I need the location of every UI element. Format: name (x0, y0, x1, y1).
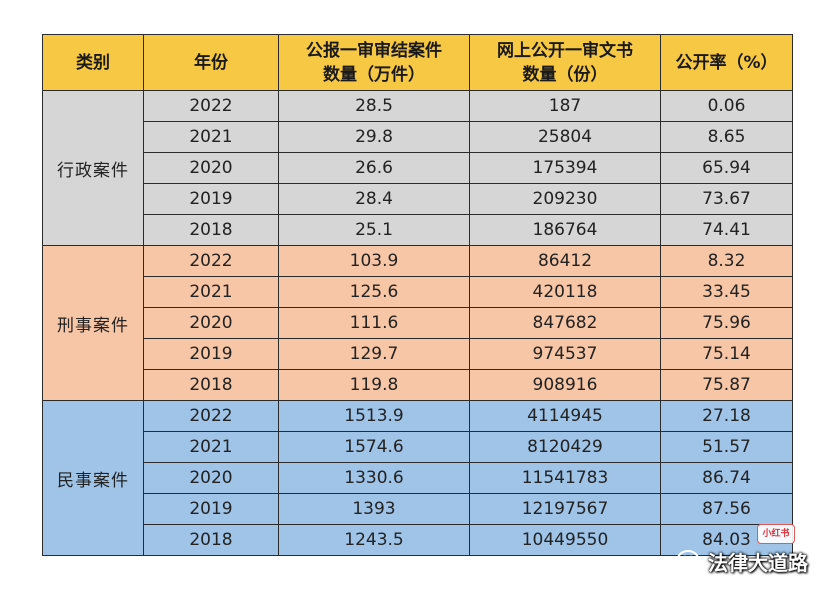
year-cell: 2018 (143, 214, 279, 246)
table-row: 行政案件 2022 28.5 187 0.06 (42, 90, 793, 246)
rate-cell: 75.96 (660, 307, 793, 339)
table-row: 2018 119.8 908916 75.87 (43, 369, 793, 401)
rate-cell: 74.41 (660, 214, 793, 246)
category-cell: 行政案件 (42, 90, 144, 246)
xiaohongshu-badge: 小红书 (757, 524, 795, 544)
wechat-icon (677, 550, 704, 572)
rate-cell: 8.32 (660, 245, 793, 277)
docs-cell: 974537 (469, 338, 661, 370)
year-cell: 2019 (143, 183, 279, 215)
docs-cell: 86412 (469, 245, 661, 277)
docs-cell: 420118 (469, 276, 661, 308)
cases-cell: 119.8 (278, 369, 470, 401)
docs-cell: 186764 (469, 214, 661, 246)
docs-cell: 847682 (469, 307, 661, 339)
table-row: 2019 28.4 209230 73.67 (43, 183, 793, 215)
year-cell: 2018 (143, 524, 279, 556)
table-row: 2020 26.6 175394 65.94 (43, 152, 793, 184)
header-year: 年份 (143, 34, 279, 91)
watermark-text: 法律大道路 (708, 550, 808, 575)
rate-cell: 0.06 (660, 90, 793, 122)
cases-cell: 1330.6 (278, 462, 470, 494)
category-cell: 刑事案件 (42, 245, 144, 401)
cases-cell: 29.8 (278, 121, 470, 153)
account-watermark: 法律大道路 (676, 546, 808, 576)
table-row: 2020 1330.6 11541783 86.74 (43, 462, 793, 494)
cases-cell: 103.9 (278, 245, 470, 277)
docs-cell: 12197567 (469, 493, 661, 525)
table-row: 民事案件 2022 1513.9 4114945 27.18 (42, 400, 793, 556)
header-row: 类别 年份 公报一审审结案件 数量（万件） 网上公开一审文书 数量（份） 公开率（%… (42, 34, 793, 91)
rate-cell: 87.56 (660, 493, 793, 525)
docs-cell: 11541783 (469, 462, 661, 494)
header-docs-line1: 网上公开一审文书 (497, 40, 633, 61)
table-row: 2020 111.6 847682 75.96 (43, 307, 793, 339)
year-cell: 2020 (143, 307, 279, 339)
docs-cell: 25804 (469, 121, 661, 153)
docs-cell: 175394 (469, 152, 661, 184)
docs-cell: 209230 (469, 183, 661, 215)
year-cell: 2018 (143, 369, 279, 401)
header-cases-line2: 数量（万件） (323, 64, 425, 85)
group-civil: 民事案件 2022 1513.9 4114945 27.18 2021 1574… (42, 400, 793, 556)
table-row: 2021 1574.6 8120429 51.57 (43, 431, 793, 463)
table-row: 2019 129.7 974537 75.14 (43, 338, 793, 370)
header-docs-line2: 数量（份） (522, 64, 608, 85)
docs-cell: 10449550 (469, 524, 661, 556)
year-cell: 2022 (143, 90, 279, 122)
header-docs: 网上公开一审文书 数量（份） (469, 34, 661, 91)
header-category: 类别 (42, 34, 144, 91)
cases-cell: 28.4 (278, 183, 470, 215)
header-cases-line1: 公报一审审结案件 (306, 40, 442, 61)
rate-cell: 8.65 (660, 121, 793, 153)
cases-cell: 25.1 (278, 214, 470, 246)
table-row: 2018 25.1 186764 74.41 (43, 214, 793, 246)
group-criminal: 刑事案件 2022 103.9 86412 8.32 2021 125.6 42… (42, 245, 793, 401)
year-cell: 2021 (143, 276, 279, 308)
rate-cell: 33.45 (660, 276, 793, 308)
case-disclosure-table: 类别 年份 公报一审审结案件 数量（万件） 网上公开一审文书 数量（份） 公开率（%… (42, 34, 793, 556)
cases-cell: 125.6 (278, 276, 470, 308)
cases-cell: 1393 (278, 493, 470, 525)
rate-cell: 75.14 (660, 338, 793, 370)
category-cell: 民事案件 (42, 400, 144, 556)
header-cases: 公报一审审结案件 数量（万件） (278, 34, 470, 91)
table-row: 2018 1243.5 10449550 84.03 (43, 524, 793, 556)
table-row: 2021 29.8 25804 8.65 (43, 121, 793, 153)
table-row: 2021 125.6 420118 33.45 (43, 276, 793, 308)
table-row: 刑事案件 2022 103.9 86412 8.32 (42, 245, 793, 401)
rate-cell: 65.94 (660, 152, 793, 184)
cases-cell: 129.7 (278, 338, 470, 370)
rate-cell: 75.87 (660, 369, 793, 401)
table-row: 2019 1393 12197567 87.56 (43, 493, 793, 525)
cases-cell: 28.5 (278, 90, 470, 122)
docs-cell: 908916 (469, 369, 661, 401)
cases-cell: 111.6 (278, 307, 470, 339)
year-cell: 2019 (143, 493, 279, 525)
cases-cell: 1243.5 (278, 524, 470, 556)
docs-cell: 8120429 (469, 431, 661, 463)
header-rate: 公开率（%） (660, 34, 793, 91)
year-cell: 2022 (143, 400, 279, 432)
year-cell: 2019 (143, 338, 279, 370)
cases-cell: 26.6 (278, 152, 470, 184)
docs-cell: 187 (469, 90, 661, 122)
year-cell: 2021 (143, 121, 279, 153)
rate-cell: 73.67 (660, 183, 793, 215)
docs-cell: 4114945 (469, 400, 661, 432)
year-cell: 2022 (143, 245, 279, 277)
group-administrative: 行政案件 2022 28.5 187 0.06 2021 29.8 25804 … (42, 90, 793, 246)
cases-cell: 1574.6 (278, 431, 470, 463)
year-cell: 2021 (143, 431, 279, 463)
rate-cell: 86.74 (660, 462, 793, 494)
year-cell: 2020 (143, 462, 279, 494)
rate-cell: 51.57 (660, 431, 793, 463)
rate-cell: 27.18 (660, 400, 793, 432)
cases-cell: 1513.9 (278, 400, 470, 432)
year-cell: 2020 (143, 152, 279, 184)
